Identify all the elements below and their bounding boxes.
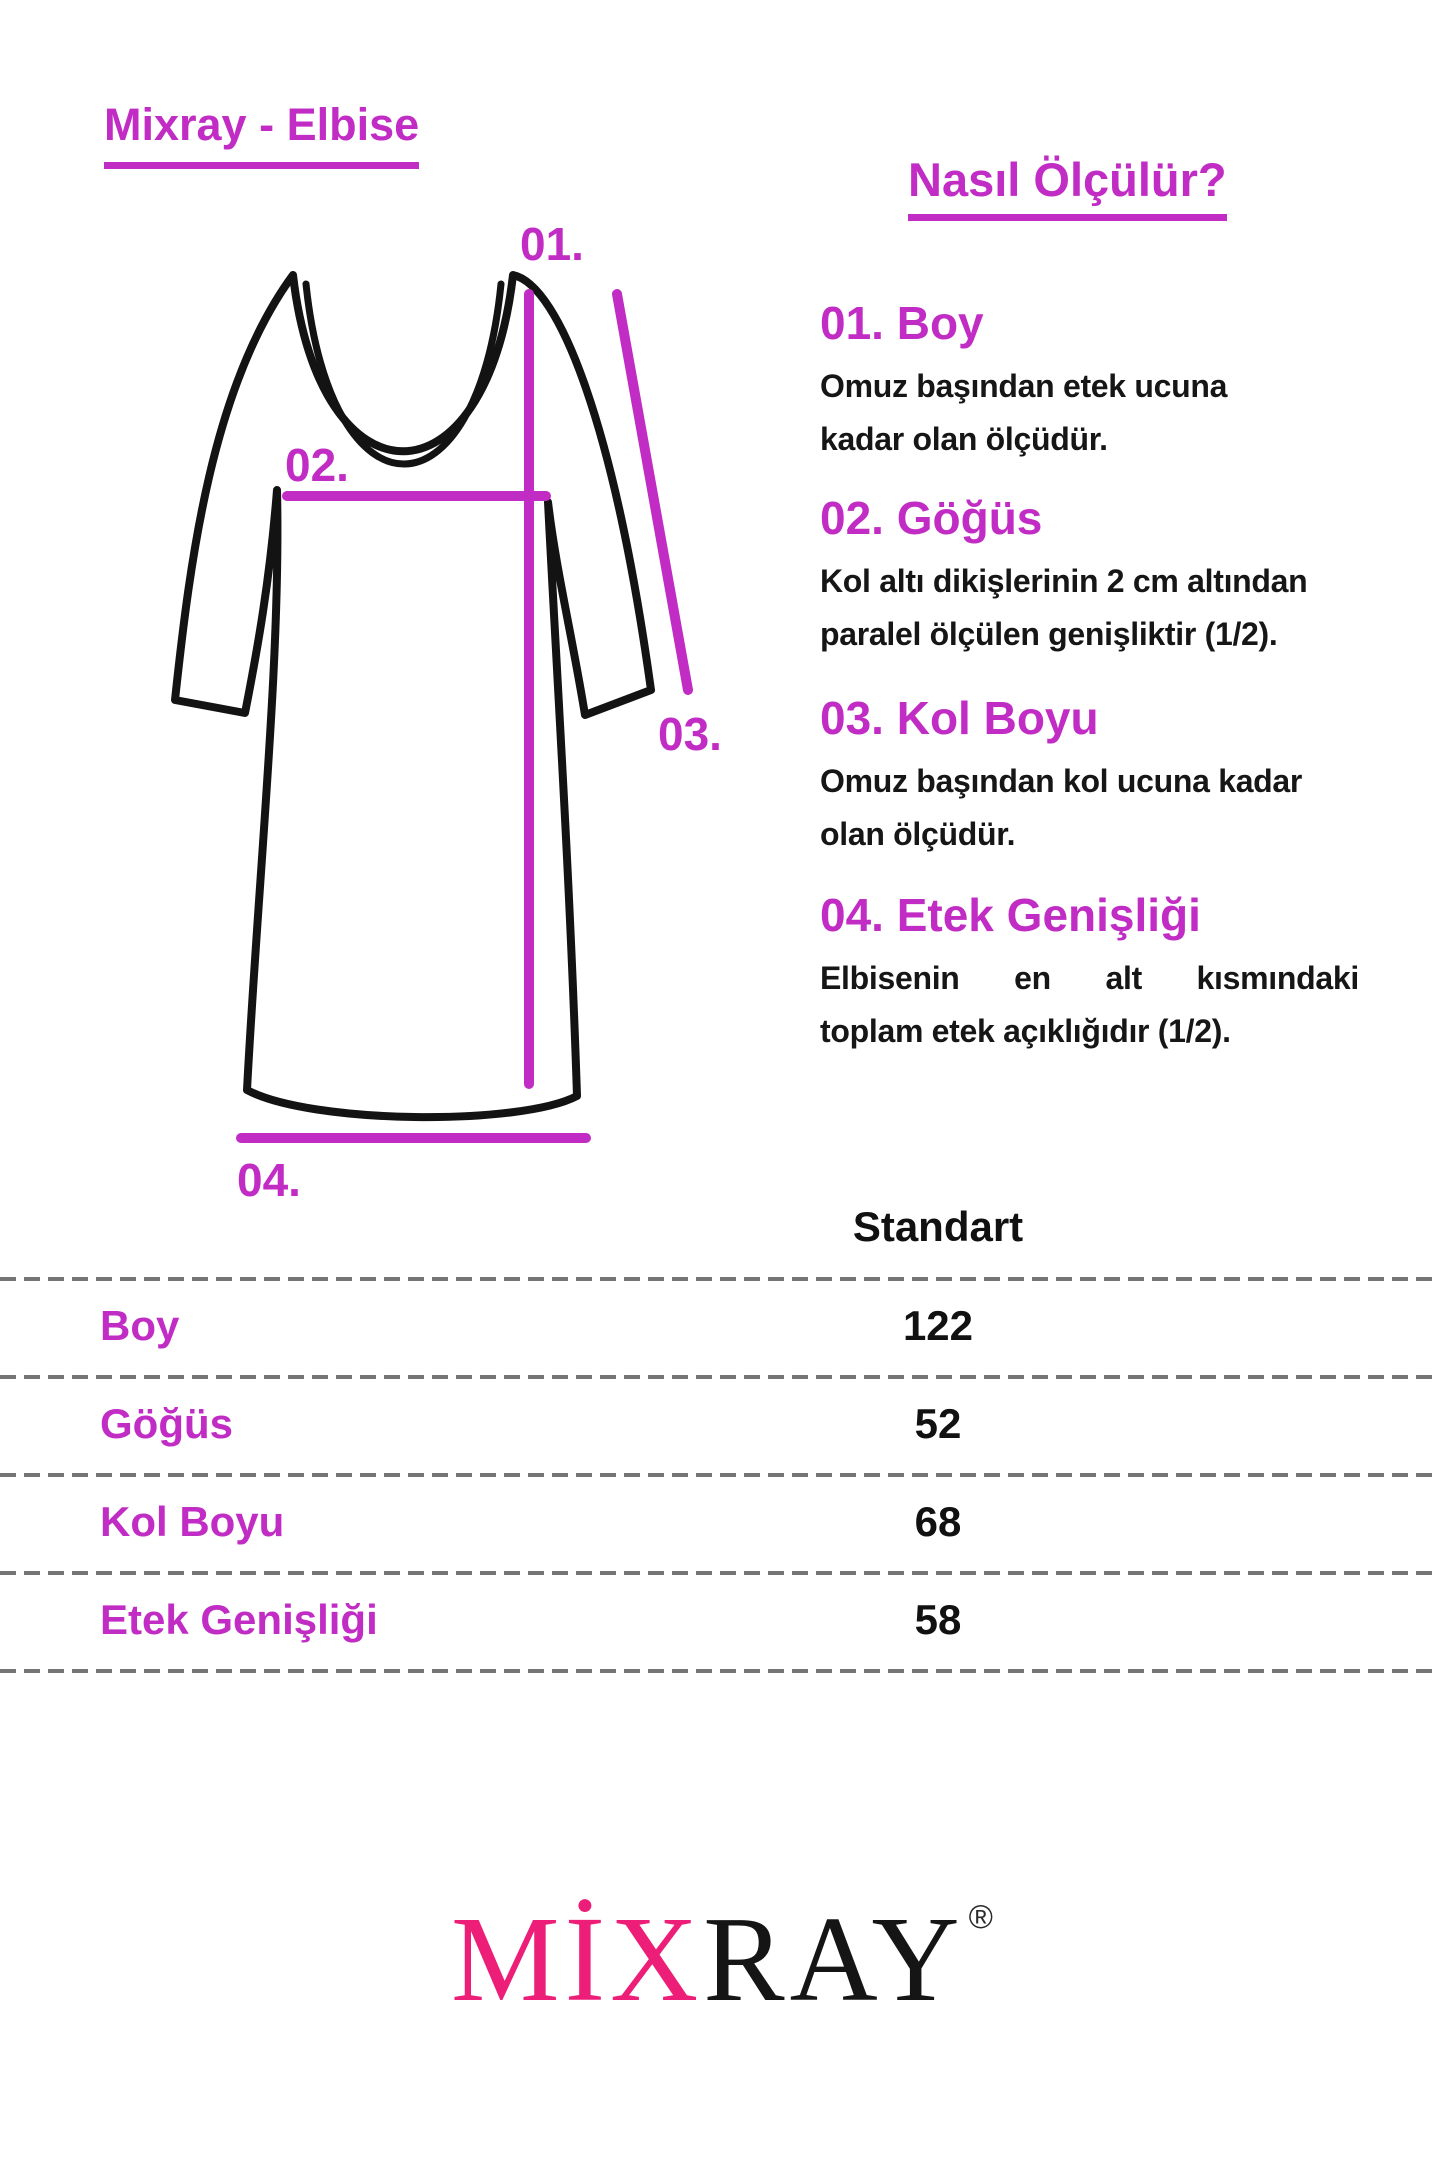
table-row-kol-boyu: Kol Boyu 68 [0,1473,1440,1571]
section-text-line: Omuz başından etek ucuna [820,368,1228,404]
section-text-line: olan ölçüdür. [820,816,1016,852]
brand-logo: MİXRAY ® [0,1892,1440,2027]
row-label: Kol Boyu [100,1498,285,1545]
dashed-divider [0,1571,1440,1575]
section-text-line: paralel ölçülen genişliktir (1/2). [820,616,1278,652]
measure-line-sleeve-03 [612,289,693,695]
how-to-heading: Nasıl Ölçülür? [908,154,1227,221]
row-value: 68 [914,1498,962,1545]
brand-logo-mix: MİX [451,1892,704,2027]
measure-section-gogus: 02. Göğüs Kol altı dikişlerinin 2 cm alt… [820,495,1440,661]
section-title: 04. Etek Genişliği [820,889,1201,941]
table-column-header-standart: Standart [852,1203,1024,1250]
row-value: 58 [914,1596,962,1643]
section-title: 01. Boy [820,297,984,349]
table-row-gogus: Göğüs 52 [0,1375,1440,1473]
row-label: Etek Genişliği [100,1596,378,1643]
dashed-divider [0,1277,1440,1281]
table-row-etek-genisligi: Etek Genişliği 58 [0,1571,1440,1669]
row-label: Boy [100,1302,180,1349]
row-value: 122 [902,1302,974,1349]
measure-section-kol-boyu: 03. Kol Boyu Omuz başından kol ucuna kad… [820,695,1440,861]
table-row-boy: Boy 122 [0,1277,1440,1375]
section-title: 02. Göğüs [820,492,1043,544]
measure-section-etek-genisligi: 04. Etek Genişliği Elbisenin en alt kısm… [820,892,1440,1058]
measure-label-03: 03. [658,708,722,760]
neckline-inner-trim [302,280,505,468]
row-value: 52 [914,1400,962,1447]
section-text-line: kadar olan ölçüdür. [820,421,1108,457]
dashed-divider [0,1473,1440,1477]
dashed-divider [0,1669,1440,1673]
section-title: 03. Kol Boyu [820,692,1099,744]
measure-section-boy: 01. Boy Omuz başından etek ucuna kadar o… [820,300,1440,466]
dress-outline [171,271,655,1122]
dashed-divider [0,1375,1440,1379]
row-label: Göğüs [100,1400,233,1447]
dress-measurement-diagram: 01. 02. 03. 04. [171,218,722,1206]
brand-logo-ray: RAY [703,1892,965,2027]
registered-trademark-icon: ® [968,1898,993,1935]
measure-label-02: 02. [285,439,349,491]
section-text-line: toplam etek açıklığıdır (1/2). [820,1013,1231,1049]
section-text-line: Omuz başından kol ucuna kadar [820,763,1303,799]
measure-label-04: 04. [237,1154,301,1206]
section-text-line: Kol altı dikişlerinin 2 cm altından [820,563,1308,599]
section-text-line: Elbisenin en alt kısmındaki [820,960,1359,996]
measure-label-01: 01. [520,218,584,270]
page-title: Mixray - Elbise [104,100,420,169]
